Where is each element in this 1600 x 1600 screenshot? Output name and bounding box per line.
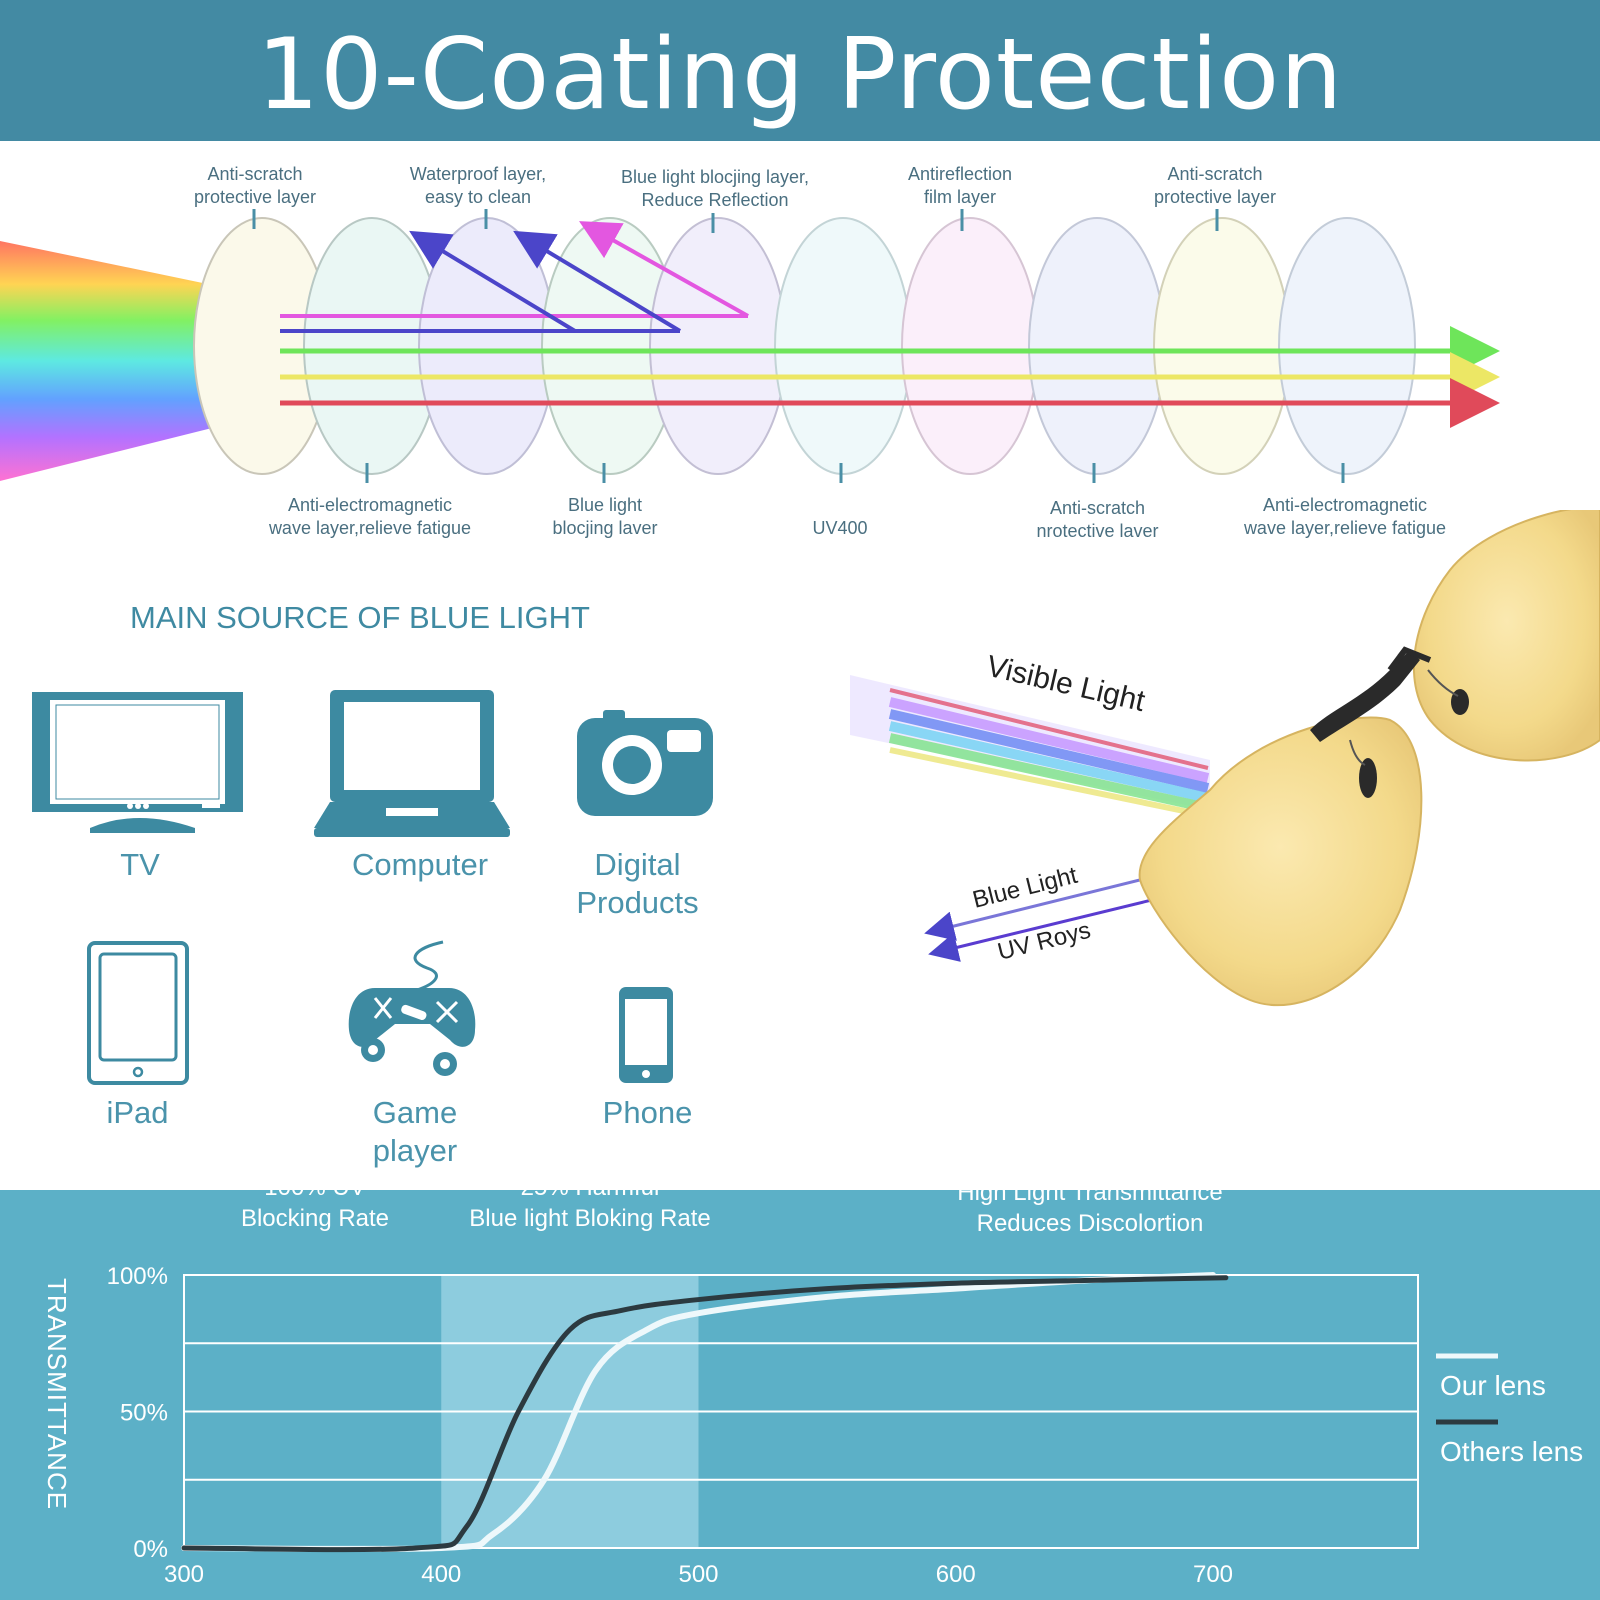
source-label-computer: Computer [351,847,489,882]
layer-label-top-3: Blue light blocjing layer, Reduce Reflec… [620,167,810,210]
blue-light-ray [924,873,1161,941]
magenta-reflect [579,221,749,318]
reflected-rays [280,221,749,333]
sources-title: MAIN SOURCE OF BLUE LIGHT [130,600,590,635]
blue-reflect-1 [409,230,577,333]
layer-label-bottom-2: Blue light blocjing laver [552,495,658,538]
transmitted-rays [280,326,1500,428]
visible-light-beam [850,675,1210,819]
nose-pad-left [1359,758,1377,798]
title-banner: 10-Coating Protection [0,0,1600,141]
lens-disc-7 [901,217,1039,475]
lens-disc-8 [1028,217,1166,475]
annotation-uv: 100% UV Blocking Rate [240,1174,390,1232]
phone-icon [619,987,673,1083]
clip-bridge [1310,650,1420,742]
annotation-blue-light: 25% Harmful Blue light Bloking Rate [469,1174,711,1232]
clip-on-glasses-illustration: Visible Light Blue Light UV Roys [850,510,1600,1007]
lens-disc-9 [1153,217,1291,475]
blue-light-label: Blue Light [970,862,1080,914]
lens-disc-5 [649,217,787,475]
layer-label-top-5: Anti-scratch protective layer [1153,164,1277,207]
layer-label-top-4: Antireflection film layer [907,164,1013,207]
series-line-our-lens [181,1272,1216,1553]
source-label-digital-products: Digital Products [576,847,699,920]
y-tick-label: 50% [120,1400,168,1427]
gamepad-icon [348,940,476,1076]
layer-label-top-2: Waterproof layer, easy to clean [409,164,547,207]
source-label-game-player: Game player [372,1095,458,1168]
layer-label-bottom-3: UV400 [812,518,868,538]
pointer-ticks [252,209,1345,483]
lens-disc-3 [418,217,556,475]
source-label-ipad: iPad [106,1095,169,1130]
tablet-icon [87,941,189,1085]
lens-disc-10 [1278,217,1416,475]
x-tick-label: 400 [421,1561,461,1588]
x-tick-label: 700 [1193,1561,1233,1588]
left-lens [1138,716,1423,1007]
uv-rays-label: UV Roys [995,917,1093,966]
transmittance-chart: 100% 50% 0% 300 400 500 600 700 100% UV Blockin… [0,1174,1600,1600]
y-axis-title: TRANSMITTANCE [42,1278,72,1511]
legend-others-lens: Others lens [1440,1436,1584,1467]
tv-icon [32,692,243,833]
source-label-phone: Phone [602,1095,693,1130]
series-line-others-lens [181,1275,1229,1553]
layer-label-top-1: Anti-scratch protective layer [193,164,317,207]
x-tick-label: 600 [936,1561,976,1588]
chart-plot: 100% 50% 0%300 400 500 600 700 [107,1263,1498,1588]
legend-our-lens: Our lens [1440,1370,1546,1401]
visible-light-label: Visible Light [983,650,1148,719]
page-title: 10-Coating Protection [256,18,1344,132]
annotation-transmittance: High Light Transmittance Reduces Discolo… [957,1179,1223,1237]
layer-label-bottom-4: Anti-scratch nrotective laver [1036,498,1159,541]
lens-disc-6 [774,217,912,475]
camera-icon [577,710,713,816]
y-tick-label: 0% [133,1536,168,1563]
coating-layers-diagram [0,209,1500,483]
source-label-tv: TV [120,847,160,882]
uv-ray [928,896,1161,962]
y-tick-label: 100% [107,1263,168,1290]
right-lens [1412,510,1600,762]
layer-label-bottom-1: Anti-electromagnetic wave layer,relieve … [268,495,472,538]
layer-label-bottom-5: Anti-electromagnetic wave layer,relieve … [1243,495,1447,538]
blue-reflect-2 [513,230,682,333]
x-tick-label: 300 [164,1561,204,1588]
x-tick-label: 500 [678,1561,718,1588]
laptop-icon [314,690,510,837]
lens-discs [193,217,1416,475]
